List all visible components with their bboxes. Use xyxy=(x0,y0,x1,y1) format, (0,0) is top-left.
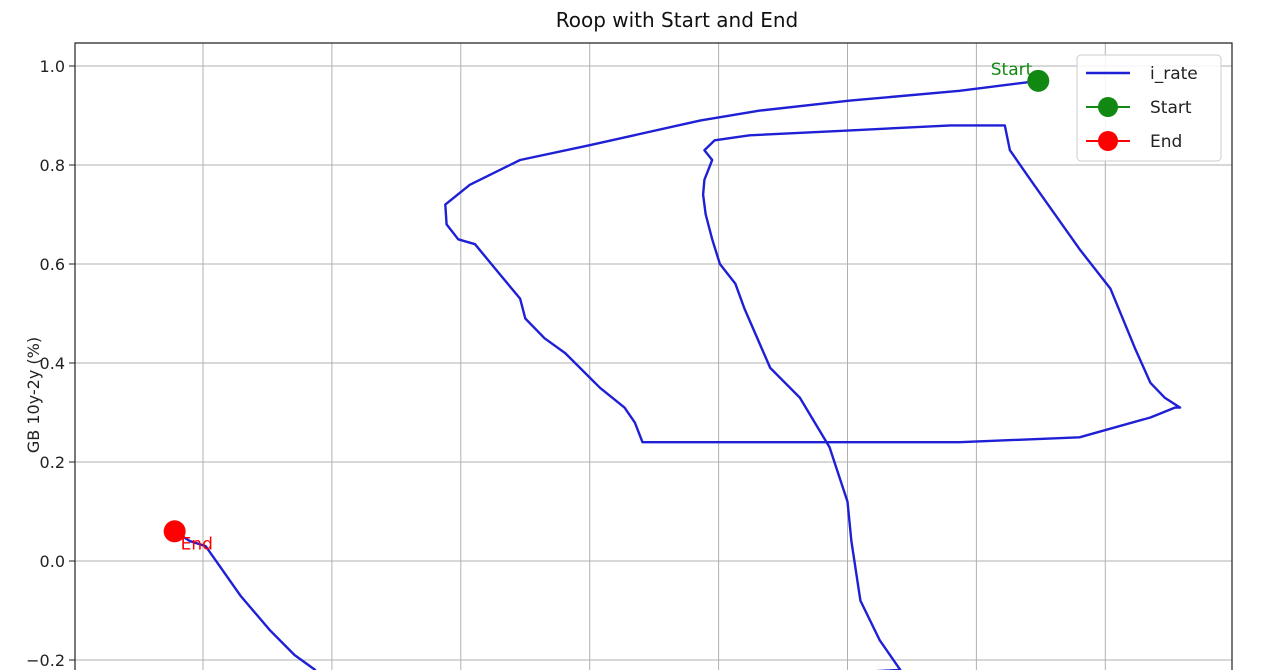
y-tick-label: 0.2 xyxy=(40,453,65,472)
grid xyxy=(75,43,1232,670)
y-tick-label: 0.6 xyxy=(40,255,65,274)
annotation-start: Start xyxy=(991,60,1033,80)
legend-start-marker-icon xyxy=(1098,97,1118,117)
y-tick-label: 0.4 xyxy=(40,354,65,373)
y-tick-label: 0.0 xyxy=(40,552,65,571)
series-line-i_rate xyxy=(173,79,1182,670)
annotation-end: End xyxy=(181,534,213,554)
y-tick-label: 1.0 xyxy=(40,57,65,76)
y-ticks: 1.0 0.8 0.6 0.4 0.2 0.0 −0.2 xyxy=(26,57,75,670)
legend-label-start: Start xyxy=(1150,98,1192,118)
chart-title: Roop with Start and End xyxy=(556,8,799,32)
y-tick-label: 0.8 xyxy=(40,156,65,175)
legend: i_rate Start End xyxy=(1076,54,1222,162)
plot-frame xyxy=(74,42,1233,670)
legend-label-i_rate: i_rate xyxy=(1150,64,1198,84)
marker-start xyxy=(1027,69,1050,92)
markers: Start End xyxy=(163,60,1050,554)
legend-label-end: End xyxy=(1150,132,1182,152)
y-axis-label: GB 10y-2y (%) xyxy=(24,337,43,453)
y-tick-label: −0.2 xyxy=(26,651,65,670)
marker-end xyxy=(163,520,186,543)
legend-end-marker-icon xyxy=(1098,131,1118,151)
